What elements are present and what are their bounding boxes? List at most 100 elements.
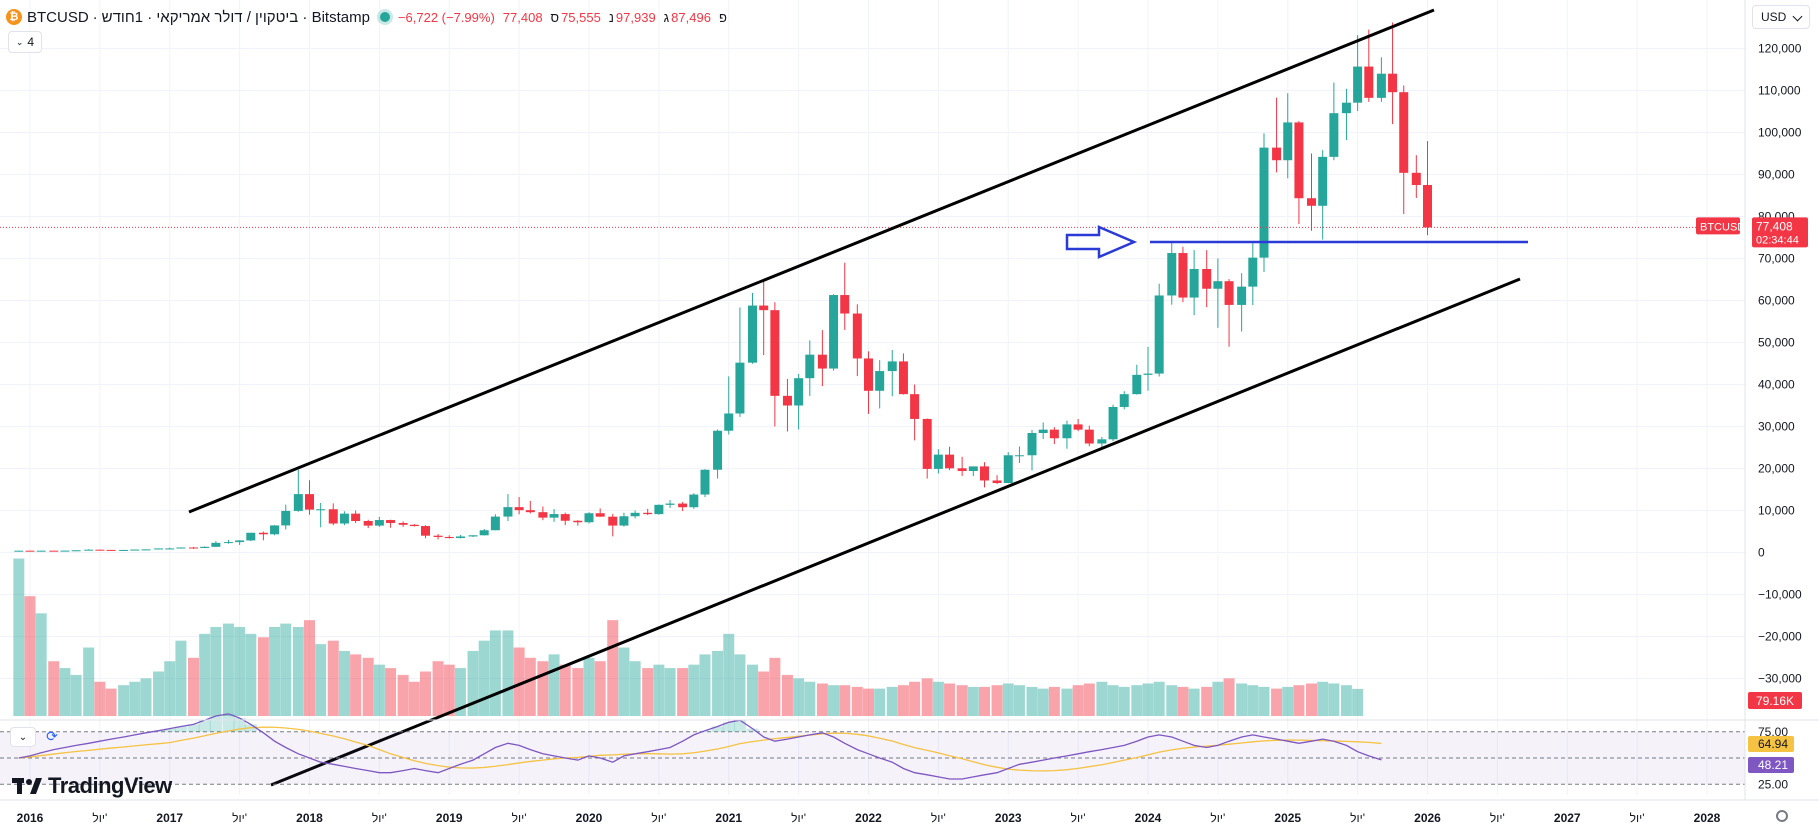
candle-body [560, 514, 570, 521]
volume-bar [408, 681, 420, 716]
lower-trendline[interactable] [270, 277, 1521, 787]
candle-body [1132, 374, 1142, 395]
volume-bar [1328, 683, 1340, 716]
rsi-upper-label: 75.00 [1758, 725, 1788, 739]
volume-bar [105, 688, 117, 716]
volume-bar [886, 686, 898, 716]
candle-body [1119, 394, 1129, 407]
rsi-overbought-fill [222, 713, 235, 732]
time-tick-label: 2027 [1554, 811, 1581, 825]
volume-bar [70, 674, 82, 716]
volume-bar [677, 668, 689, 716]
candle-body [176, 547, 186, 549]
candle-body [735, 362, 745, 414]
candle-body [479, 530, 489, 536]
volume-bar [373, 664, 385, 716]
rsi-overbought-fill [209, 716, 222, 732]
symbol-title[interactable]: BTCUSD [27, 8, 89, 26]
volume-bar [1026, 686, 1038, 716]
candle-body [1049, 429, 1059, 439]
gear-icon[interactable] [1776, 810, 1788, 822]
candle-body [25, 550, 35, 552]
candle-body [165, 548, 175, 550]
collapse-indicators-button[interactable]: ⌄ 4 [8, 31, 42, 53]
candle-body [1318, 156, 1328, 206]
volume-bar [1096, 681, 1108, 716]
last-price-symbol-box [1696, 217, 1740, 235]
volume-bar [199, 633, 211, 716]
candle-body [316, 509, 326, 511]
candle-body [678, 503, 688, 508]
time-tick-label: יול' [92, 811, 107, 825]
time-tick-label: 2022 [855, 811, 882, 825]
candle-body [1307, 198, 1317, 206]
arrow-icon[interactable] [1065, 225, 1138, 259]
price-tick-label: 60,000 [1758, 294, 1795, 308]
candle-body [608, 516, 618, 526]
volume-bar [1107, 685, 1119, 716]
candle-body [654, 504, 664, 515]
volume-bar [1212, 681, 1224, 716]
volume-bar [793, 678, 805, 716]
volume-bar [664, 668, 676, 716]
volume-bar [175, 640, 187, 716]
volume-bar [1048, 686, 1060, 716]
price-tick-label: 90,000 [1758, 168, 1795, 182]
volume-bar [1223, 678, 1235, 716]
rsi-collapse-button[interactable]: ⌄ [10, 727, 36, 747]
currency-select[interactable]: USD [1752, 5, 1810, 29]
candle-body [328, 509, 338, 524]
volume-bar [548, 654, 560, 716]
volume-value: 79.16K [1756, 694, 1794, 708]
candle-body [1202, 269, 1212, 289]
candle-body [1097, 439, 1107, 444]
candle-body [1341, 102, 1351, 114]
volume-bar [607, 620, 619, 716]
volume-bar [642, 668, 654, 716]
rsi-overbought-fill [722, 722, 735, 732]
candle-body [910, 394, 920, 419]
volume-bar [594, 661, 606, 716]
time-tick-label: יול' [931, 811, 946, 825]
price-tick-label: −20,000 [1758, 630, 1802, 644]
price-tick-label: 100,000 [1758, 126, 1802, 140]
candle-body [281, 510, 291, 526]
candle-body [211, 542, 221, 547]
high-value: 97,939 [615, 9, 656, 25]
candle-body [95, 549, 105, 551]
candle-body [444, 536, 454, 539]
volume-bar [489, 630, 501, 716]
candle-body [1237, 286, 1247, 305]
volume-bar [257, 637, 269, 716]
volume-bar [292, 627, 304, 716]
candle-body [748, 305, 758, 363]
volume-bar [210, 627, 222, 716]
volume-bar [1236, 683, 1248, 716]
time-tick-label: 2024 [1135, 811, 1162, 825]
candle-body [700, 469, 710, 495]
sync-icon[interactable]: ⟳ [46, 727, 58, 744]
candle-body [1143, 373, 1153, 375]
volume-bar [769, 657, 781, 716]
volume-bar [921, 678, 933, 716]
bar-countdown: 02:34:44 [1756, 234, 1799, 246]
volume-bar [897, 685, 909, 716]
candle-body [1084, 429, 1094, 444]
candle-body [665, 503, 675, 505]
candle-body [630, 512, 640, 517]
volume-bar [1271, 688, 1283, 716]
chevron-down-icon [1792, 11, 1803, 22]
candle-body [1294, 122, 1304, 199]
candle-body [968, 466, 978, 472]
time-tick-label: 2017 [156, 811, 183, 825]
volume-bar [978, 686, 990, 716]
volume-bar [723, 633, 735, 716]
candle-body [503, 507, 513, 517]
volume-bar [327, 640, 339, 716]
rsi-overbought-fill [187, 724, 200, 732]
upper-trendline[interactable] [188, 8, 1435, 514]
volume-bar [688, 664, 700, 716]
rsi-ma-line [18, 726, 1382, 772]
candle-body [1189, 269, 1199, 298]
